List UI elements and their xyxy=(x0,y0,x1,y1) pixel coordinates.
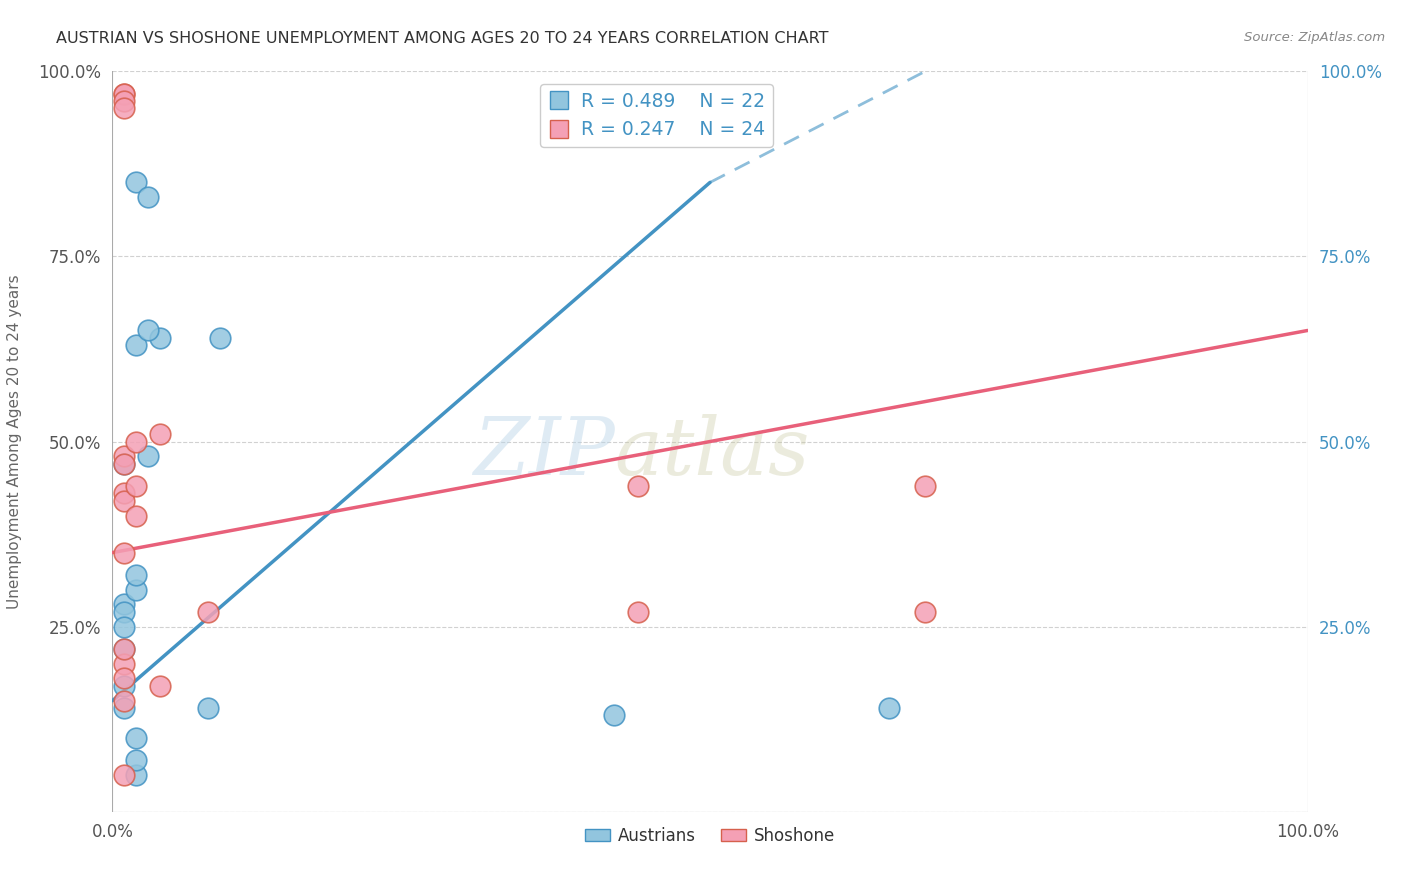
Point xyxy=(114,605,135,619)
Point xyxy=(114,94,135,108)
Text: ZIP: ZIP xyxy=(472,414,614,491)
Point xyxy=(149,679,172,693)
Point xyxy=(197,605,219,619)
Point xyxy=(114,641,135,656)
Point xyxy=(138,324,160,338)
Point xyxy=(138,450,160,464)
Point xyxy=(149,427,172,442)
Point xyxy=(125,767,148,781)
Point xyxy=(114,598,135,612)
Point xyxy=(114,450,135,464)
Point xyxy=(197,701,219,715)
Point xyxy=(125,753,148,767)
Point xyxy=(114,701,135,715)
Point xyxy=(114,679,135,693)
Point xyxy=(125,479,148,493)
Point xyxy=(125,508,148,523)
Point xyxy=(114,672,135,686)
Point xyxy=(879,701,901,715)
Legend: Austrians, Shoshone: Austrians, Shoshone xyxy=(578,820,842,852)
Point xyxy=(914,479,936,493)
Y-axis label: Unemployment Among Ages 20 to 24 years: Unemployment Among Ages 20 to 24 years xyxy=(7,274,21,609)
Point xyxy=(114,546,135,560)
Point xyxy=(114,657,135,671)
Point xyxy=(209,331,232,345)
Point xyxy=(627,479,650,493)
Point xyxy=(149,331,172,345)
Text: Source: ZipAtlas.com: Source: ZipAtlas.com xyxy=(1244,31,1385,45)
Point xyxy=(125,338,148,352)
Point xyxy=(627,605,650,619)
Point xyxy=(125,175,148,190)
Text: AUSTRIAN VS SHOSHONE UNEMPLOYMENT AMONG AGES 20 TO 24 YEARS CORRELATION CHART: AUSTRIAN VS SHOSHONE UNEMPLOYMENT AMONG … xyxy=(56,31,828,46)
Point xyxy=(114,493,135,508)
Text: atlas: atlas xyxy=(614,414,810,491)
Point xyxy=(114,87,135,101)
Point xyxy=(114,486,135,500)
Point xyxy=(114,102,135,116)
Point xyxy=(125,582,148,597)
Point xyxy=(138,190,160,204)
Point xyxy=(125,731,148,745)
Point xyxy=(914,605,936,619)
Point xyxy=(114,87,135,101)
Point xyxy=(114,619,135,633)
Point xyxy=(114,694,135,708)
Point xyxy=(114,641,135,656)
Point xyxy=(114,457,135,471)
Point xyxy=(125,567,148,582)
Point xyxy=(114,767,135,781)
Point xyxy=(125,434,148,449)
Point xyxy=(603,708,626,723)
Point xyxy=(114,457,135,471)
